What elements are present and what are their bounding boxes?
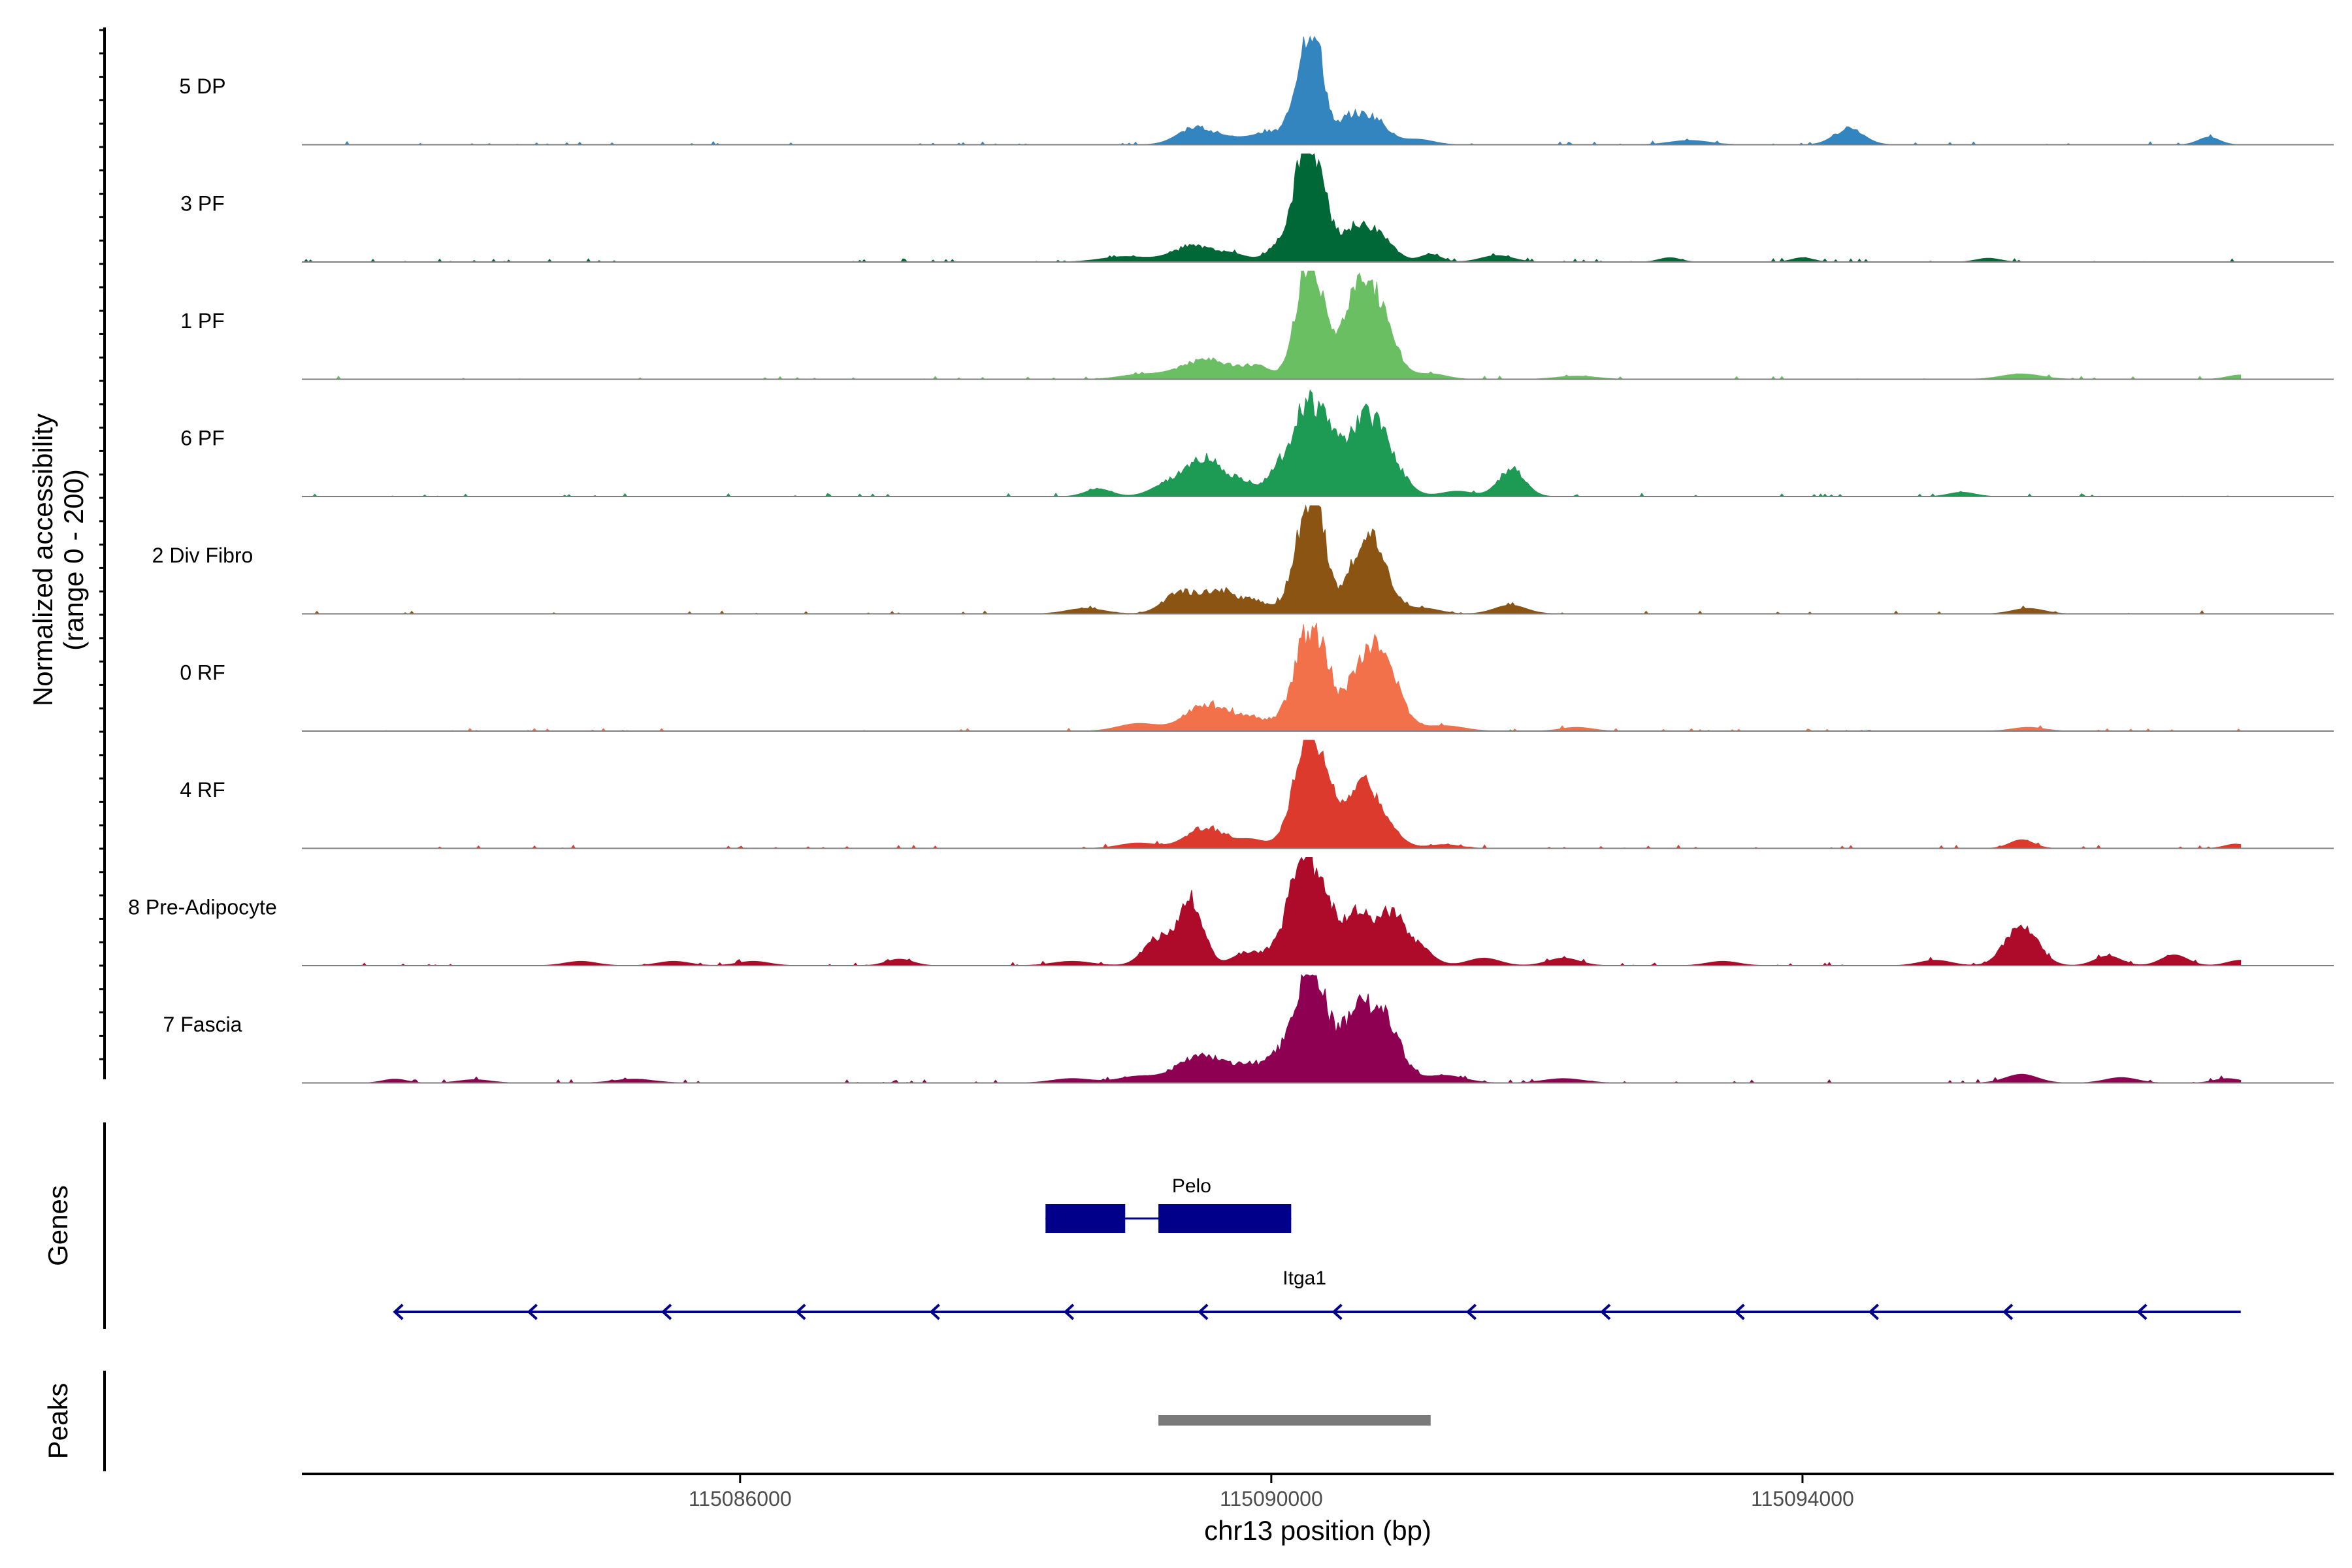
gene-label-itga1: Itga1 <box>1282 1267 1326 1289</box>
x-axis-ticks: 115086000 115090000 115094000 <box>689 1474 1854 1511</box>
gene-itga1: Itga1 <box>393 1267 2241 1320</box>
genes-track: Pelo Itga1 <box>393 1175 2241 1320</box>
strand-arrow-0 <box>393 1303 404 1320</box>
peaks-track-title: Peaks <box>42 1383 73 1460</box>
y-axis-title-line2: (range 0 - 200) <box>58 469 89 651</box>
strand-arrow-1 <box>527 1303 538 1320</box>
track-label-8: 7 Fascia <box>163 1013 242 1036</box>
track-label-5: 0 RF <box>180 661 225 684</box>
track-label-7: 8 Pre-Adipocyte <box>128 895 277 919</box>
x-tick-label-2: 115094000 <box>1751 1487 1854 1511</box>
track-1-pf: 1 PF <box>180 270 2334 380</box>
peak-region-0 <box>1158 1415 1431 1426</box>
strand-arrow-10 <box>1734 1303 1745 1320</box>
genes-track-title: Genes <box>42 1185 73 1266</box>
y-axis-title-line1: Normalized accessibility <box>27 414 58 706</box>
track-3-pf: 3 PF <box>180 153 2334 263</box>
strand-arrow-12 <box>2002 1303 2014 1320</box>
strand-arrow-7 <box>1331 1303 1343 1320</box>
x-tick-label-0: 115086000 <box>689 1487 792 1511</box>
x-axis-title: chr13 position (bp) <box>1204 1515 1431 1546</box>
track-2-div-fibro: 2 Div Fibro <box>152 504 2334 615</box>
track-6-pf: 6 PF <box>180 389 2334 497</box>
strand-arrow-13 <box>2136 1303 2148 1320</box>
strand-arrow-2 <box>661 1303 672 1320</box>
track-0-rf: 0 RF <box>180 623 2334 732</box>
accessibility-tracks: 5 DP 3 PF 1 PF 6 PF 2 Div Fibro 0 RF 4 RF 8 Pre… <box>128 35 2334 1084</box>
track-5-dp: 5 DP <box>179 35 2334 146</box>
track-label-3: 6 PF <box>180 426 225 449</box>
peaks-track <box>1158 1415 1431 1426</box>
x-tick-label-1: 115090000 <box>1220 1487 1323 1511</box>
strand-arrow-3 <box>795 1303 806 1320</box>
track-label-0: 5 DP <box>179 74 225 98</box>
track-label-4: 2 Div Fibro <box>152 544 253 567</box>
strand-arrow-9 <box>1600 1303 1611 1320</box>
gene-pelo: Pelo <box>1045 1175 1292 1233</box>
strand-arrow-11 <box>1868 1303 1879 1320</box>
track-4-rf: 4 RF <box>180 740 2334 849</box>
track-8-pre-adipocyte: 8 Pre-Adipocyte <box>128 857 2334 966</box>
gene-exon-0 <box>1045 1204 1126 1233</box>
track-label-1: 3 PF <box>180 191 225 215</box>
gene-label-pelo: Pelo <box>1172 1175 1211 1197</box>
coverage-area-3 <box>302 389 2241 497</box>
gene-exon-1 <box>1158 1204 1292 1233</box>
strand-arrow-8 <box>1465 1303 1477 1320</box>
track-7-fascia: 7 Fascia <box>163 973 2334 1084</box>
track-label-6: 4 RF <box>180 778 225 802</box>
track-label-2: 1 PF <box>180 309 225 333</box>
strand-arrow-5 <box>1063 1303 1075 1320</box>
coverage-y-ticks <box>99 29 105 1060</box>
strand-arrow-6 <box>1198 1303 1209 1320</box>
strand-arrow-4 <box>929 1303 940 1320</box>
